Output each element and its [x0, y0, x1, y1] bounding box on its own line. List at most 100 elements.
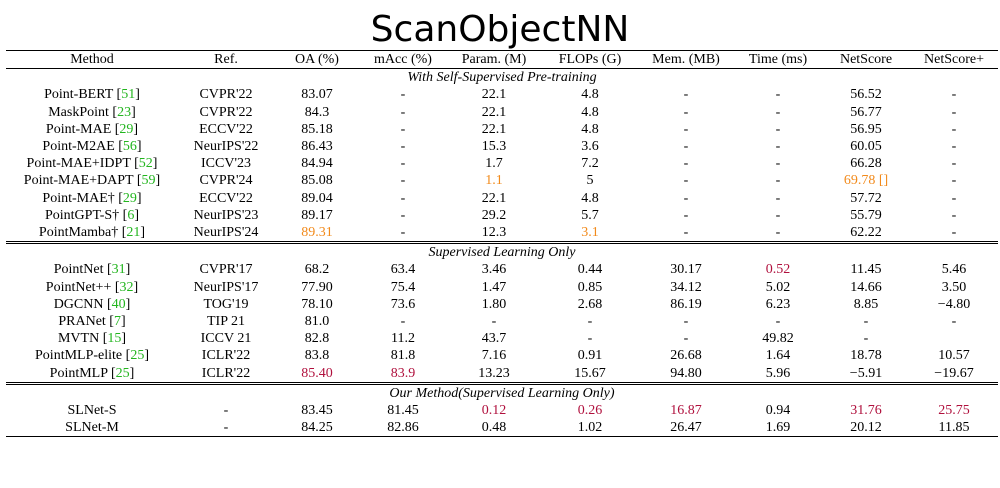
citation-link[interactable]: 25 [130, 348, 145, 364]
method-cell: PointMamba† [21] [38, 225, 146, 241]
netscore-cell: 11.45 [850, 262, 882, 278]
mem-cell: 86.19 [670, 296, 702, 312]
param-cell: 1.7 [485, 156, 503, 172]
col-header-ref: Ref. [178, 49, 274, 70]
macc-cell: - [400, 173, 406, 189]
citation-link[interactable]: 56 [122, 139, 137, 155]
oa-cell: 84.25 [274, 419, 360, 438]
table-row: PointGPT-S† [6] NeurIPS'23 89.17 - 29.2 5.7 - -… [6, 207, 998, 224]
ref-cell: CVPR'22 [199, 87, 253, 103]
macc-cell: - [400, 225, 406, 241]
ref-cell: NeurIPS'17 [193, 279, 259, 295]
netscore-cell: 14.66 [850, 279, 882, 295]
time-cell: - [775, 225, 781, 241]
oa-cell: 78.10 [301, 296, 333, 312]
method-name: PointMLP [49, 365, 108, 381]
macc-cell: 73.6 [390, 296, 416, 312]
flops-cell: 4.8 [581, 104, 599, 120]
section-label: Supervised Learning Only [6, 241, 998, 262]
netscore-cell: 69.78 [] [843, 173, 889, 189]
citation-link[interactable]: 25 [115, 365, 130, 381]
col-header-mem: Mem. (MB) [638, 49, 734, 70]
citation-link[interactable]: 6 [127, 207, 135, 223]
time-cell: 5.02 [765, 279, 791, 295]
col-header-flops: FLOPs (G) [542, 49, 638, 70]
ref-cell: ICLR'22 [201, 365, 251, 381]
mem-cell: - [683, 156, 689, 172]
netscore-cell: 60.05 [850, 139, 882, 155]
oa-cell: 83.45 [301, 403, 333, 419]
method-cell: MVTN [15] [57, 331, 127, 347]
citation-link[interactable]: 23 [117, 104, 132, 120]
method-name: MVTN [57, 331, 100, 347]
netscore-plus-cell: −4.80 [937, 296, 971, 312]
flops-cell: 5 [586, 173, 594, 189]
method-cell: Point-MAE+DAPT [59] [23, 173, 161, 189]
param-cell: 0.12 [481, 403, 507, 419]
citation-link[interactable]: 29 [122, 190, 137, 206]
flops-cell: 0.26 [577, 403, 603, 419]
method-cell: PointNet [31] [53, 262, 131, 278]
method-cell: Point-M2AE [56] [42, 139, 142, 155]
table-row: SLNet-M -84.25 82.86 0.48 1.02 26.47 1.69 20.12… [6, 419, 998, 438]
method-name: Point-MAE [45, 121, 112, 137]
col-header-netscore-plus: NetScore+ [910, 49, 998, 70]
mem-cell: - [683, 121, 689, 137]
netscore-plus-cell: - [951, 87, 957, 103]
method-name: DGCNN [53, 296, 104, 312]
ref-cell: - [223, 403, 229, 419]
oa-cell: 89.31 [301, 225, 333, 241]
section-label: With Self-Supervised Pre-training [6, 68, 998, 87]
mem-cell: 26.47 [638, 419, 734, 438]
col-header-param: Param. (M) [446, 49, 542, 70]
oa-cell: 83.07 [301, 87, 333, 103]
method-name: PointGPT-S† [44, 207, 120, 223]
table-row: DGCNN [40] TOG'19 78.10 73.6 1.80 2.68 86.19 6.… [6, 296, 998, 313]
table-row: Point-MAE [29] ECCV'22 85.18 - 22.1 4.8 - - 56.9… [6, 121, 998, 138]
netscore-cell: 56.77 [850, 104, 882, 120]
flops-cell: 4.8 [581, 190, 599, 206]
table-row: Point-MAE+IDPT [52] ICCV'23 84.94 - 1.7 7.2 - -… [6, 155, 998, 172]
citation-link[interactable]: 29 [119, 121, 134, 137]
citation-link[interactable]: 52 [138, 156, 153, 172]
method-cell: PointMLP-elite [25] [35, 348, 149, 364]
ref-cell: NeurIPS'22 [193, 139, 259, 155]
citation-link[interactable]: 51 [121, 87, 136, 103]
citation-link[interactable]: 7 [113, 314, 121, 330]
table-row: Point-BERT [51] CVPR'22 83.07 - 22.1 4.8 - - 56.… [6, 86, 998, 103]
param-cell: 13.23 [478, 365, 510, 381]
citation-link[interactable]: 21 [126, 225, 141, 241]
citation-link[interactable]: 32 [119, 279, 134, 295]
method-cell: Point-MAE† [29] [42, 190, 142, 206]
table-row: Point-MAE† [29] ECCV'22 89.04 - 22.1 4.8 - - 57.… [6, 190, 998, 207]
table-row: PointNet++ [32] NeurIPS'17 77.90 75.4 1.47 0.… [6, 279, 998, 296]
netscore-plus-cell: - [951, 225, 957, 241]
section-header-row: Supervised Learning Only [6, 241, 998, 262]
mem-cell: - [683, 225, 689, 241]
method-cell: MaskPoint [23] [48, 104, 136, 120]
param-cell: 22.1 [481, 121, 507, 137]
method-cell: Point-BERT [51] [44, 87, 140, 103]
netscore-cell: 31.76 [850, 403, 882, 419]
ref-cell: ECCV'22 [199, 190, 253, 206]
netscore-plus-cell: 25.75 [938, 403, 970, 419]
netscore-plus-cell: −19.67 [934, 365, 974, 381]
mem-cell: - [683, 190, 689, 206]
macc-cell: - [400, 156, 406, 172]
mem-cell: - [683, 173, 689, 189]
mem-cell: - [683, 207, 689, 223]
method-name: PointNet [53, 262, 104, 278]
oa-cell: 86.43 [301, 139, 333, 155]
citation-link[interactable]: 15 [107, 331, 122, 347]
oa-cell: 68.2 [304, 262, 330, 278]
citation-link[interactable]: 40 [111, 296, 126, 312]
ref-cell: ECCV'22 [199, 121, 253, 137]
netscore-plus-cell: - [951, 104, 957, 120]
ref-cell: NeurIPS'24 [193, 225, 259, 241]
table-row: MVTN [15] ICCV 21 82.8 11.2 43.7 - - 49.82 - [6, 330, 998, 347]
citation-link[interactable]: 59 [141, 173, 156, 189]
table-row: Point-MAE+DAPT [59] CVPR'24 85.08 - 1.1 5 - - 69… [6, 172, 998, 189]
citation-link[interactable]: 31 [111, 262, 126, 278]
param-cell: 1.80 [481, 296, 507, 312]
macc-cell: 81.8 [390, 348, 416, 364]
